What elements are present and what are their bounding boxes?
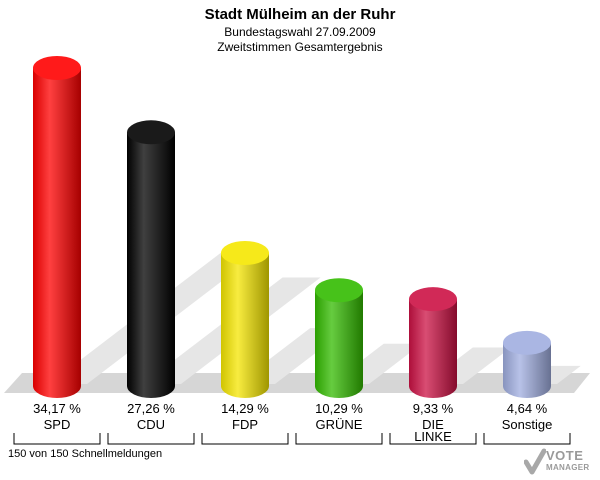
- bar-top: [315, 278, 363, 303]
- checkmark-icon: [524, 448, 546, 475]
- report-status: 150 von 150 Schnellmeldungen: [8, 448, 163, 460]
- bar-top: [127, 120, 175, 145]
- category-label: Sonstige: [502, 417, 553, 432]
- value-label: 9,33 %: [413, 401, 454, 416]
- category-label: DIE LINKE: [414, 417, 452, 444]
- value-label: 14,29 %: [221, 401, 269, 416]
- category-label: SPD: [44, 417, 71, 432]
- value-label: 27,26 %: [127, 401, 175, 416]
- bar-die-linke: [409, 299, 457, 398]
- value-label: 34,17 %: [33, 401, 81, 416]
- bar-sonstige: [503, 342, 551, 398]
- chart-title: Stadt Mülheim an der Ruhr: [204, 6, 396, 23]
- value-label: 4,64 %: [507, 401, 548, 416]
- logo-text-top: VOTE: [546, 448, 584, 463]
- bar-spd: [33, 68, 81, 398]
- chart-subtitle: Bundestagswahl 27.09.2009: [224, 25, 376, 39]
- bar-top: [33, 56, 81, 80]
- bar-fdp: [221, 253, 269, 398]
- bar-top: [221, 241, 269, 266]
- category-label: FDP: [232, 417, 258, 432]
- value-label: 10,29 %: [315, 401, 363, 416]
- chart-subtitle-2: Zweitstimmen Gesamtergebnis: [217, 40, 383, 54]
- category-bracket: [107, 433, 195, 445]
- category-label: GRÜNE: [316, 417, 363, 432]
- vote-manager-logo: VOTE MANAGER: [522, 446, 598, 478]
- category-bracket: [295, 433, 383, 445]
- category-bracket: [483, 433, 571, 445]
- logo-text-bottom: MANAGER: [546, 463, 590, 472]
- category-bracket: [13, 433, 101, 445]
- bar-cdu: [127, 132, 175, 398]
- bar-top: [409, 287, 457, 312]
- bar-grüne: [315, 290, 363, 398]
- category-bracket: [201, 433, 289, 445]
- category-bracket: [389, 433, 477, 445]
- bar-top: [503, 330, 551, 355]
- category-label: CDU: [137, 417, 165, 432]
